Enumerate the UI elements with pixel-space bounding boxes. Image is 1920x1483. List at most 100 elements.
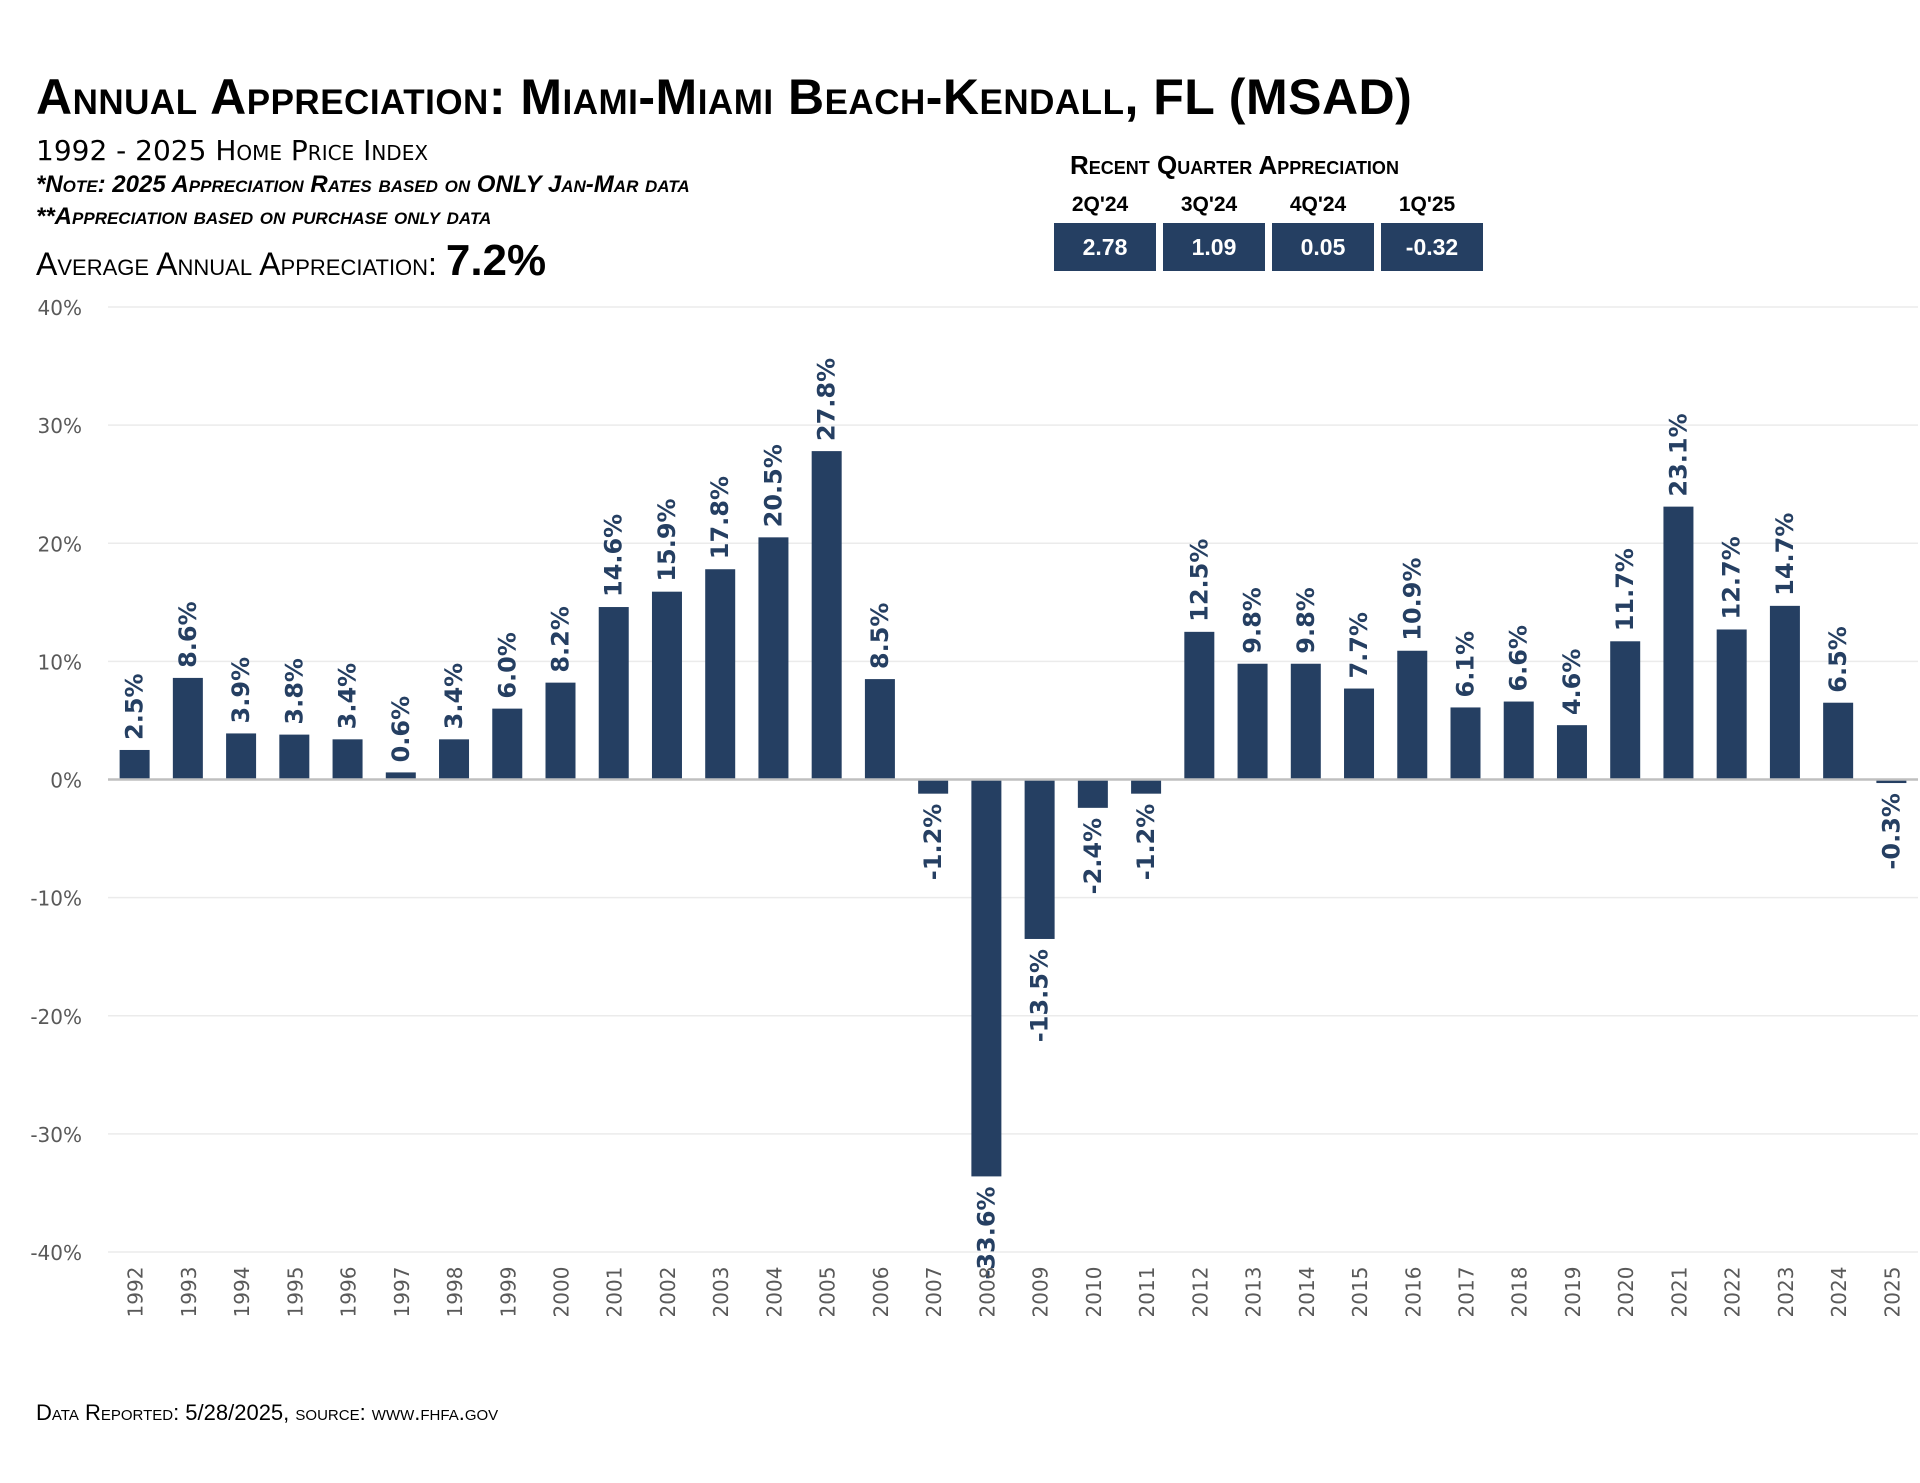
x-tick-label: 2010 [1082, 1267, 1106, 1318]
data-label: -13.5% [1026, 949, 1054, 1042]
y-tick-label: -30% [30, 1123, 82, 1147]
bar [1450, 707, 1481, 780]
x-tick-label: 2003 [709, 1267, 733, 1318]
recent-quarter-value: 2.78 [1054, 223, 1156, 271]
y-tick-label: -40% [30, 1241, 82, 1265]
data-label: 2.5% [121, 673, 149, 740]
data-label: 11.7% [1611, 548, 1639, 631]
bar [1556, 725, 1587, 780]
x-tick-label: 1992 [124, 1267, 148, 1318]
bar [1503, 701, 1534, 780]
bar [1610, 641, 1641, 780]
data-source-footer: Data Reported: 5/28/2025, source: www.fh… [36, 1400, 499, 1425]
data-label: 20.5% [759, 444, 787, 527]
bar [918, 779, 949, 794]
x-tick-label: 2012 [1188, 1267, 1212, 1318]
bar [705, 569, 736, 780]
data-label: 6.6% [1505, 625, 1533, 692]
chart-title: Annual Appreciation: Miami-Miami Beach-K… [36, 69, 1413, 125]
x-tick-label: 2002 [656, 1267, 680, 1318]
bar [1290, 663, 1321, 780]
bar [385, 772, 416, 780]
y-tick-label: 40% [38, 296, 82, 320]
note-2025-data: *Note: 2025 Appreciation Rates based on … [36, 171, 690, 198]
x-tick-label: 2017 [1455, 1267, 1479, 1318]
data-label: 6.1% [1452, 631, 1480, 698]
x-tick-label: 1993 [177, 1267, 201, 1318]
bar [1077, 779, 1108, 808]
data-label: -0.3% [1877, 793, 1905, 870]
data-label: -33.6% [972, 1186, 1000, 1279]
x-tick-label: 1994 [230, 1267, 254, 1318]
bar [1663, 506, 1694, 780]
bar [1716, 629, 1747, 780]
x-tick-label: 2008 [975, 1267, 999, 1318]
bar [1024, 779, 1055, 939]
data-label: 27.8% [813, 358, 841, 441]
data-label: 3.9% [227, 657, 255, 724]
recent-quarter-value: -0.32 [1381, 223, 1483, 271]
bar [1823, 702, 1854, 780]
bar [811, 451, 842, 780]
data-label: 0.6% [387, 696, 415, 763]
x-tick-label: 2023 [1774, 1267, 1798, 1318]
bar [1184, 631, 1215, 780]
x-tick-label: 2011 [1135, 1267, 1159, 1318]
x-tick-label: 2016 [1401, 1267, 1425, 1318]
data-label: -1.2% [1132, 804, 1160, 881]
data-label: 6.0% [493, 632, 521, 699]
bar [545, 682, 576, 780]
bar [598, 607, 629, 780]
x-tick-label: 2019 [1561, 1267, 1585, 1318]
recent-quarter-label: 2Q'24 [1071, 193, 1129, 216]
data-label: 3.4% [334, 663, 362, 730]
data-label: 23.1% [1664, 413, 1692, 496]
bar [226, 733, 257, 780]
x-tick-label: 2004 [762, 1267, 786, 1318]
data-label: 9.8% [1292, 587, 1320, 654]
data-label: 12.5% [1185, 539, 1213, 622]
data-label: 7.7% [1345, 612, 1373, 679]
x-tick-label: 2025 [1880, 1267, 1904, 1318]
data-label: 12.7% [1718, 536, 1746, 619]
bar [651, 591, 682, 780]
bar [1876, 779, 1907, 784]
bar [1237, 663, 1268, 780]
bar [119, 749, 150, 780]
y-tick-label: 0% [50, 769, 82, 793]
data-label: 10.9% [1398, 557, 1426, 640]
data-label: 3.4% [440, 663, 468, 730]
data-label: 15.9% [653, 498, 681, 581]
average-appreciation: Average Annual Appreciation: 7.2% [36, 236, 546, 286]
y-tick-label: -20% [30, 1005, 82, 1029]
x-tick-label: 2021 [1667, 1267, 1691, 1318]
bar [1131, 779, 1162, 794]
bar [1397, 650, 1428, 780]
bar [971, 779, 1002, 1177]
x-tick-label: 2009 [1029, 1267, 1053, 1318]
average-appreciation-value: 7.2% [445, 236, 547, 285]
x-tick-label: 2013 [1242, 1267, 1266, 1318]
data-label: 8.2% [547, 606, 575, 673]
data-label: -1.2% [919, 804, 947, 881]
recent-quarter-label: 3Q'24 [1180, 193, 1238, 216]
x-tick-label: 2020 [1614, 1267, 1638, 1318]
recent-quarter-value: 0.05 [1272, 223, 1374, 271]
x-tick-label: 1998 [443, 1267, 467, 1318]
data-label: 8.6% [174, 601, 202, 668]
data-label: -2.4% [1079, 818, 1107, 895]
x-tick-label: 2001 [603, 1267, 627, 1318]
bar [758, 537, 789, 780]
bar [332, 739, 363, 780]
x-tick-label: 2000 [550, 1267, 574, 1318]
x-tick-label: 2007 [922, 1267, 946, 1318]
data-label: 17.8% [706, 476, 734, 559]
average-appreciation-label: Average Annual Appreciation: [36, 246, 446, 282]
data-label: 14.7% [1771, 513, 1799, 596]
y-tick-label: -10% [30, 887, 82, 911]
x-tick-label: 1996 [337, 1267, 361, 1318]
bar-chart: 40% 30% 20% 10% 0% -10% -20% -30% -40% 2.5% 1992 8.… [30, 296, 1918, 1318]
data-label: 8.5% [866, 603, 894, 670]
bar [279, 734, 310, 780]
recent-quarter-value: 1.09 [1163, 223, 1265, 271]
